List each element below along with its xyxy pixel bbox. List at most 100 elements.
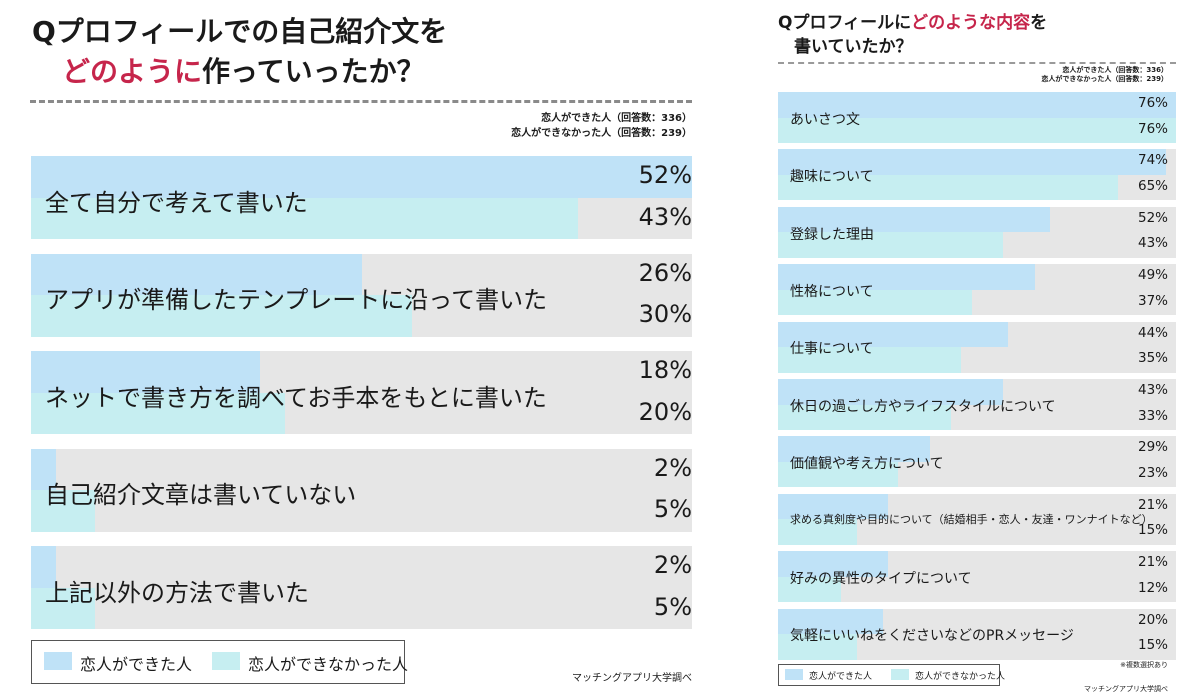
bar-series-b <box>778 404 951 430</box>
right-note: ※複数選択あり <box>1120 661 1168 669</box>
value-label-series-a: 52% <box>1137 209 1168 226</box>
bar-track <box>31 546 692 588</box>
category-label: 休日の過ごし方やライフスタイルについて <box>790 398 1056 415</box>
bar-track <box>778 608 1176 635</box>
bar-track <box>778 117 1176 143</box>
bar-track <box>778 519 1176 545</box>
bar-series-a <box>778 264 1035 290</box>
value-label-series-b: 15% <box>1137 637 1168 654</box>
bar-series-b <box>778 232 1004 258</box>
value-label-series-a: 2% <box>653 453 692 482</box>
value-label-series-a: 76% <box>1137 95 1168 111</box>
value-label-series-a: 18% <box>638 356 692 384</box>
left-chart-panel: Qプロフィールでの自己紹介文を どのように作っていったか？ 恋人ができた人（回答… <box>30 15 692 684</box>
value-label-series-b: 20% <box>638 397 692 426</box>
bar-series-b <box>778 289 972 316</box>
bar-track <box>778 551 1176 577</box>
bar-track <box>778 436 1176 462</box>
value-label-series-b: 65% <box>1137 177 1168 194</box>
right-legend-label-b: 恋人ができなかった人 <box>915 672 1006 682</box>
bar-series-b <box>31 197 578 239</box>
bar-series-b <box>778 461 899 488</box>
category-label: 自己紹介文章は書いていない <box>45 481 357 510</box>
value-label-series-b: 5% <box>653 592 692 621</box>
bar-track <box>778 493 1176 520</box>
bar-series-a <box>31 253 362 295</box>
bar-series-a <box>778 551 888 577</box>
category-label: 登録した理由 <box>790 226 874 243</box>
bar-series-a <box>778 149 1166 175</box>
category-label: 上記以外の方法で書いた <box>45 578 309 607</box>
bar-track <box>778 379 1176 405</box>
bar-track <box>778 149 1176 175</box>
value-label-series-b: 37% <box>1137 292 1168 309</box>
category-label: 全て自分で考えて書いた <box>45 188 308 217</box>
value-label-series-a: 21% <box>1137 496 1168 513</box>
bar-track <box>778 264 1176 290</box>
value-label-series-a: 26% <box>638 258 692 287</box>
bar-series-a <box>778 321 1009 348</box>
right-title-suffix: を <box>1030 13 1048 33</box>
value-label-series-b: 15% <box>1137 522 1168 539</box>
left-legend-label-a: 恋人ができた人 <box>80 655 193 674</box>
left-legend-swatch-a <box>44 652 72 670</box>
bar-series-b <box>778 634 857 660</box>
value-label-series-b: 43% <box>1137 235 1168 252</box>
bar-series-b <box>778 117 1176 143</box>
left-title-rest: 作っていったか？ <box>202 55 425 88</box>
right-respondents-a: 恋人ができた人（回答数：336） <box>1062 66 1168 74</box>
bar-track <box>31 156 692 198</box>
bar-series-a <box>778 436 930 462</box>
bar-series-a <box>778 493 888 520</box>
bar-track <box>778 321 1176 348</box>
left-title-highlight: どのように <box>62 55 203 88</box>
value-label-series-a: 20% <box>1137 611 1168 628</box>
bar-track <box>31 197 692 239</box>
bar-series-a <box>778 379 1004 405</box>
left-title-line1: Qプロフィールでの自己紹介文を <box>32 15 448 48</box>
bar-series-a <box>778 608 883 635</box>
right-respondents-b: 恋人ができなかった人（回答数：239） <box>1041 75 1168 83</box>
left-respondents-a: 恋人ができた人（回答数：336） <box>541 113 692 124</box>
category-label: 求める真剣度や目的について（結婚相手・恋人・友達・ワンナイトなど） <box>790 512 1153 526</box>
bar-track <box>778 576 1176 603</box>
left-title-divider <box>30 100 692 103</box>
bar-track <box>778 289 1176 316</box>
bar-track <box>778 232 1176 258</box>
value-label-series-b: 35% <box>1137 350 1168 367</box>
bar-track <box>778 404 1176 430</box>
category-label: 性格について <box>790 284 874 301</box>
category-label: アプリが準備したテンプレートに沿って書いた <box>45 286 548 315</box>
right-title-line2: 書いていたか？ <box>794 37 913 57</box>
bar-track <box>778 206 1176 233</box>
right-legend: 恋人ができた人 恋人ができなかった人 <box>778 664 1005 686</box>
bar-series-a <box>31 156 692 198</box>
right-title-highlight: どのような内容 <box>911 13 1031 33</box>
category-label: 価値観や考え方について <box>790 456 944 473</box>
value-label-series-a: 21% <box>1137 554 1168 571</box>
right-title-prefix: Qプロフィールに <box>778 13 912 33</box>
bar-series-a <box>31 546 57 588</box>
left-title-line2: どのように作っていったか？ <box>62 50 425 90</box>
value-label-series-a: 44% <box>1137 324 1168 341</box>
category-label: 気軽にいいねをくださいなどのPRメッセージ <box>790 628 1074 645</box>
bar-track <box>31 392 692 434</box>
left-respondents-b: 恋人ができなかった人（回答数：239） <box>511 128 692 139</box>
bar-series-b <box>778 519 857 545</box>
right-legend-swatch-b <box>891 669 909 680</box>
bar-series-b <box>778 347 962 373</box>
right-title-divider <box>778 62 1176 64</box>
right-chart-panel: Qプロフィールにどのような内容を 書いていたか？ 恋人ができた人（回答数：336… <box>760 0 1200 697</box>
left-source: マッチングアプリ大学調べ <box>572 673 692 684</box>
value-label-series-a: 49% <box>1137 267 1168 284</box>
bar-series-b <box>31 392 286 434</box>
value-label-series-a: 52% <box>638 161 692 189</box>
right-title-line1: Qプロフィールにどのような内容を <box>778 8 1047 33</box>
bar-track <box>778 347 1176 373</box>
value-label-series-a: 29% <box>1137 439 1168 456</box>
bar-series-b <box>31 295 413 337</box>
bar-track <box>31 253 692 295</box>
value-label-series-a: 2% <box>653 551 692 579</box>
bar-track <box>31 448 692 490</box>
bar-series-a <box>31 448 57 490</box>
